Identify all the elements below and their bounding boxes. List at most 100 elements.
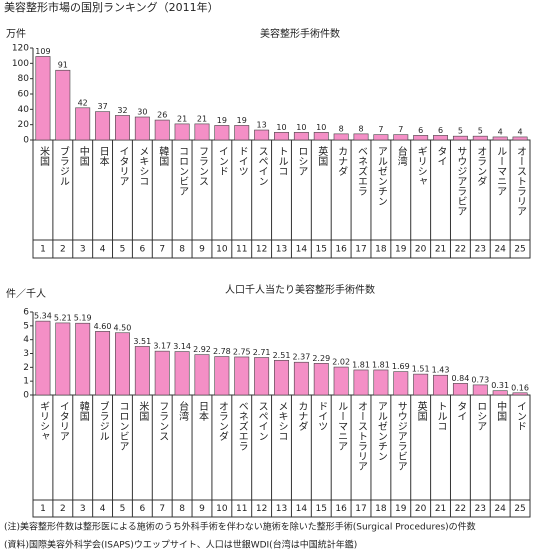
rank-label: 16: [335, 245, 347, 255]
y-tick-label: 0: [23, 136, 29, 146]
rank-label: 18: [375, 504, 387, 514]
rank-label: 19: [395, 245, 407, 255]
category-label: サウジアラビア: [455, 146, 467, 216]
rank-label: 23: [475, 245, 486, 255]
data-label: 4.60: [94, 322, 112, 331]
data-label: 2.29: [312, 354, 330, 363]
category-label: 日本: [196, 401, 208, 422]
data-label: 0.84: [452, 374, 470, 383]
data-label: 30: [137, 108, 147, 117]
category-label: メキシコ: [137, 146, 148, 186]
rank-label: 11: [236, 504, 247, 514]
category-label: コロンビア: [117, 401, 128, 451]
rank-label: 21: [435, 504, 446, 514]
category-label: ルーマニア: [495, 146, 507, 196]
category-label: ドイツ: [236, 146, 248, 176]
category-label: オランダ: [216, 401, 228, 441]
category-label: カナダ: [296, 401, 308, 431]
bar: [333, 133, 349, 141]
rank-label: 18: [375, 245, 387, 255]
data-label: 26: [157, 111, 167, 120]
bar: [452, 135, 468, 141]
category-label: 韓国: [77, 401, 89, 422]
bar: [413, 373, 429, 396]
data-label: 1.43: [432, 366, 450, 375]
category-label: オーストラリア: [356, 401, 367, 471]
bar: [472, 135, 488, 141]
bar: [95, 111, 111, 141]
data-label: 1.51: [412, 365, 430, 374]
bar: [393, 371, 409, 396]
data-label: 10: [296, 123, 306, 132]
bar: [115, 332, 130, 396]
bar: [134, 116, 150, 141]
rank-label: 7: [159, 245, 165, 255]
y-axis-label: 万件: [6, 28, 26, 40]
bar: [154, 119, 170, 141]
rank-label: 9: [199, 245, 205, 255]
rank-label: 2: [60, 504, 66, 514]
bar: [313, 363, 329, 396]
category-label: ブラジル: [97, 400, 109, 441]
category-label: アルゼンチン: [375, 146, 387, 206]
rank-label: 3: [80, 504, 86, 514]
data-label: 2.02: [332, 358, 350, 367]
data-label: 8: [358, 124, 363, 133]
data-label: 7: [398, 125, 403, 134]
category-label: インド: [515, 401, 527, 431]
category-label: 中国: [77, 145, 89, 167]
rank-label: 21: [435, 245, 446, 255]
bar: [313, 132, 329, 141]
bar: [154, 350, 170, 396]
category-label: アルゼンチン: [375, 401, 387, 461]
category-label: 中国: [495, 400, 507, 422]
bar: [293, 132, 309, 141]
category-label: ロシア: [475, 401, 486, 431]
rank-label: 13: [276, 245, 287, 255]
bar: [413, 135, 429, 141]
category-label: ルーマニア: [336, 401, 348, 451]
data-label: 5.21: [54, 313, 72, 322]
bar: [452, 383, 468, 396]
data-label: 2.78: [213, 347, 231, 356]
rank-label: 10: [216, 245, 228, 255]
rank-label: 1: [40, 245, 46, 255]
data-label: 2.75: [233, 347, 251, 356]
bar: [194, 354, 210, 396]
bar: [274, 132, 289, 141]
category-label: コロンビア: [177, 146, 188, 196]
category-label: ギリシャ: [37, 401, 48, 441]
rank-label: 9: [199, 504, 205, 514]
bar: [35, 320, 51, 396]
rank-label: 20: [415, 504, 427, 514]
data-label: 2.37: [292, 353, 310, 362]
rank-label: 25: [514, 245, 525, 255]
data-label: 6: [418, 126, 423, 135]
data-label: 4.50: [114, 323, 132, 332]
rank-label: 20: [415, 245, 427, 255]
data-label: 10: [276, 123, 286, 132]
category-label: 英国: [415, 400, 427, 422]
data-label: 0.16: [511, 383, 529, 392]
data-label: 21: [177, 114, 187, 123]
data-label: 8: [339, 124, 344, 133]
data-label: 5: [458, 127, 463, 136]
bar: [373, 134, 389, 141]
rank-label: 15: [316, 504, 327, 514]
category-label: ブラジル: [57, 145, 69, 186]
data-label: 19: [217, 116, 227, 125]
data-label: 1.69: [392, 362, 410, 371]
y-tick-label: 20: [18, 120, 30, 130]
category-label: 米国: [137, 400, 149, 422]
bar: [75, 107, 91, 141]
y-tick-label: 100: [12, 59, 29, 69]
y-tick-label: 0: [23, 391, 29, 401]
bar: [214, 356, 230, 396]
rank-label: 17: [355, 245, 366, 255]
rank-label: 17: [355, 504, 366, 514]
data-label: 32: [117, 106, 127, 115]
rank-label: 22: [455, 245, 466, 255]
category-label: 日本: [97, 146, 109, 167]
category-label: トルコ: [276, 146, 288, 176]
